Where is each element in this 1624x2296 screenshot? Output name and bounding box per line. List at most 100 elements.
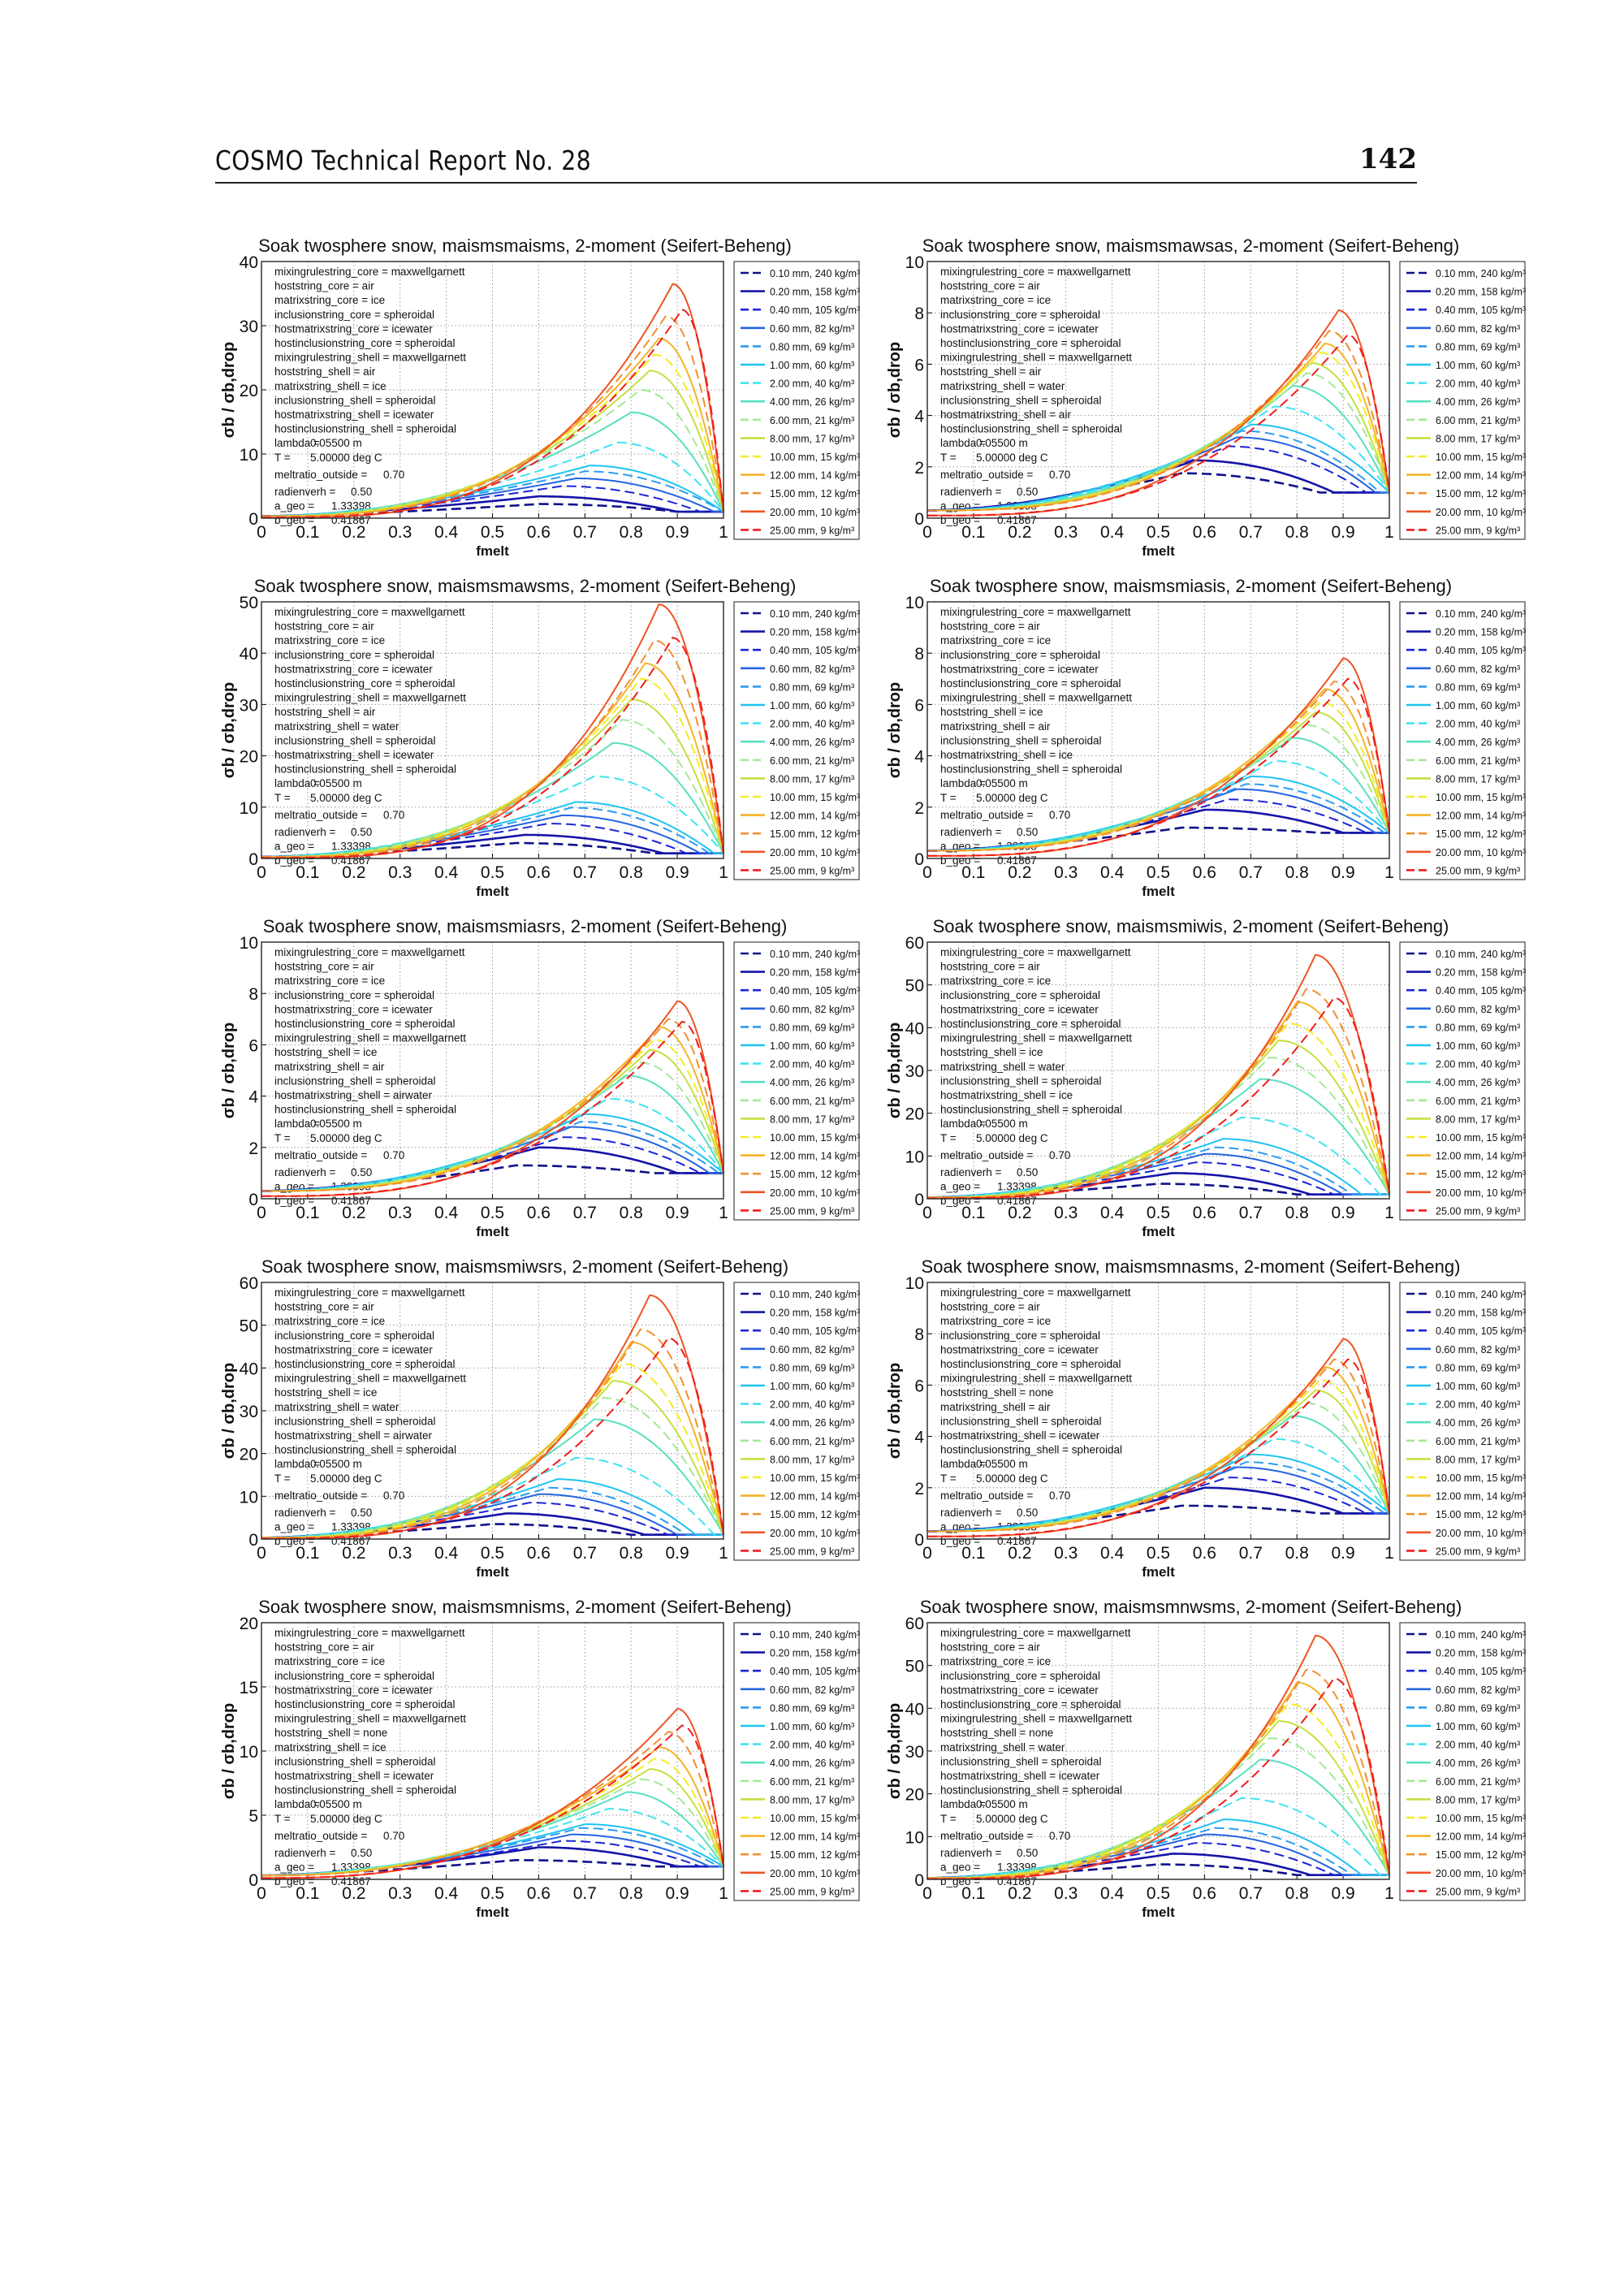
- annotation-key: T =: [274, 452, 291, 464]
- legend-label: 0.20 mm, 158 kg/m³: [1436, 967, 1526, 979]
- annotation-key: meltratio_outside =: [940, 809, 1034, 821]
- annotation-line: hoststring_shell = none: [940, 1386, 1053, 1399]
- y-tick-label: 5: [248, 1807, 258, 1826]
- x-tick-label: 0.5: [1147, 1884, 1170, 1903]
- chart-svg: Soak twosphere snow, maismsmnwsms, 2-mom…: [886, 1597, 1526, 1920]
- annotation-line: mixingrulestring_shell = maxwellgarnett: [274, 352, 466, 364]
- annotation-value: 0.70: [1049, 469, 1070, 481]
- annotation-line: hostinclusionstring_shell = spheroidal: [274, 1784, 456, 1797]
- x-tick-label: 0.9: [1331, 523, 1354, 542]
- chart-title: Soak twosphere snow, maismsmawsms, 2-mom…: [254, 576, 797, 596]
- legend-label: 25.00 mm, 9 kg/m³: [770, 1886, 854, 1897]
- annotation-value: 5.00000 deg C: [976, 792, 1048, 804]
- y-tick-label: 20: [240, 382, 258, 400]
- x-tick-label: 0.2: [1008, 523, 1031, 542]
- annotation-line: hoststring_shell = air: [940, 365, 1042, 378]
- annotation-line: hostinclusionstring_core = spheroidal: [274, 677, 456, 690]
- x-tick-label: 1: [1384, 1204, 1394, 1222]
- series-line: [927, 997, 1390, 1200]
- chart-svg: Soak twosphere snow, maismsmaisms, 2-mom…: [220, 236, 860, 559]
- annotation-line: matrixstring_shell = water: [274, 1401, 400, 1413]
- annotation-line: inclusionstring_core = spheroidal: [274, 309, 434, 321]
- annotation-value: 5.00000 deg C: [310, 452, 382, 464]
- chart-panel: Soak twosphere snow, maismsmiasis, 2-mom…: [877, 576, 1543, 917]
- legend-label: 25.00 mm, 9 kg/m³: [1436, 1546, 1520, 1557]
- legend-label: 2.00 mm, 40 kg/m³: [1436, 1399, 1520, 1411]
- annotation-line: inclusionstring_shell = spheroidal: [940, 1074, 1102, 1087]
- legend-label: 2.00 mm, 40 kg/m³: [770, 1399, 854, 1411]
- y-tick-label: 4: [914, 1429, 924, 1447]
- x-tick-label: 0.1: [961, 1544, 985, 1563]
- legend-label: 15.00 mm, 12 kg/m³: [770, 828, 860, 840]
- legend-label: 0.80 mm, 69 kg/m³: [1436, 681, 1520, 693]
- x-tick-label: 0.9: [665, 1544, 689, 1563]
- x-axis-label: fmelt: [476, 1224, 509, 1239]
- annotation-line: hoststring_shell = ice: [940, 1046, 1043, 1058]
- annotation-line: hostinclusionstring_core = spheroidal: [940, 677, 1121, 690]
- parameter-annotation: mixingrulestring_core = maxwellgarnett ho…: [940, 266, 1132, 526]
- annotation-line: mixingrulestring_core = maxwellgarnett: [274, 946, 465, 958]
- annotation-line: hostmatrixstring_shell = icewater: [940, 1429, 1100, 1442]
- legend-label: 0.80 mm, 69 kg/m³: [770, 1022, 854, 1033]
- legend-label: 8.00 mm, 17 kg/m³: [770, 433, 854, 444]
- x-tick-label: 0.2: [342, 523, 365, 542]
- x-tick-label: 0.9: [665, 863, 689, 882]
- legend-label: 0.40 mm, 105 kg/m³: [770, 305, 860, 316]
- y-tick-label: 10: [905, 253, 924, 272]
- x-tick-label: 0.7: [1239, 863, 1263, 882]
- annotation-line: hoststring_core = air: [274, 620, 374, 633]
- annotation-value: 1.33398: [331, 499, 371, 512]
- legend: 0.10 mm, 240 kg/m³ 0.20 mm, 158 kg/m³ 0.40…: [733, 1622, 860, 1901]
- legend-label: 0.40 mm, 105 kg/m³: [770, 1666, 860, 1677]
- plot-frame: [261, 261, 724, 519]
- series-line: [927, 330, 1390, 512]
- y-tick-label: 10: [240, 446, 258, 465]
- annotation-key: T =: [274, 792, 291, 804]
- plot-frame: [926, 601, 1390, 859]
- x-tick-label: 0.2: [1008, 1544, 1031, 1563]
- annotation-value: 0.50: [351, 1507, 372, 1519]
- annotation-key: radienverh =: [940, 826, 1002, 838]
- x-tick-label: 0.6: [527, 523, 551, 542]
- x-tick-label: 0: [257, 863, 266, 882]
- annotation-value: 0.05500 m: [310, 437, 362, 449]
- x-tick-label: 0.1: [961, 1204, 985, 1222]
- annotation-key: a_geo =: [940, 1180, 980, 1192]
- annotation-line: mixingrulestring_shell = maxwellgarnett: [274, 1032, 466, 1044]
- chart-title: Soak twosphere snow, maismsmnisms, 2-mom…: [258, 1597, 792, 1617]
- x-tick-label: 0.8: [620, 1884, 643, 1903]
- legend-label: 25.00 mm, 9 kg/m³: [770, 865, 854, 876]
- annotation-line: hostinclusionstring_core = spheroidal: [274, 1358, 456, 1370]
- annotation-line: hoststring_core = air: [940, 1301, 1040, 1313]
- x-tick-label: 0.2: [342, 863, 365, 882]
- legend-label: 0.10 mm, 240 kg/m³: [770, 608, 860, 620]
- x-tick-label: 0: [922, 1884, 932, 1903]
- chart-panel: Soak twosphere snow, maismsmnwsms, 2-mom…: [877, 1597, 1543, 1938]
- annotation-line: matrixstring_core = ice: [940, 975, 1051, 987]
- legend-label: 8.00 mm, 17 kg/m³: [770, 1794, 854, 1805]
- y-tick-label: 50: [905, 1658, 924, 1676]
- x-axis-label: fmelt: [1142, 1224, 1175, 1239]
- legend-label: 0.80 mm, 69 kg/m³: [770, 1702, 854, 1714]
- annotation-line: mixingrulestring_core = maxwellgarnett: [940, 606, 1131, 618]
- x-tick-label: 0: [257, 523, 266, 542]
- parameter-annotation: mixingrulestring_core = maxwellgarnett ho…: [274, 1627, 466, 1887]
- x-tick-label: 0.4: [1100, 1204, 1125, 1222]
- y-tick-label: 2: [914, 459, 924, 478]
- legend: 0.10 mm, 240 kg/m³ 0.20 mm, 158 kg/m³ 0.40…: [733, 601, 860, 880]
- legend-label: 4.00 mm, 26 kg/m³: [770, 1417, 854, 1429]
- y-tick-label: 30: [905, 1062, 924, 1081]
- series-line: [261, 637, 724, 859]
- annotation-key: T =: [274, 1472, 291, 1485]
- x-tick-label: 0.2: [342, 1884, 365, 1903]
- legend-label: 0.60 mm, 82 kg/m³: [770, 1684, 854, 1696]
- legend-label: 0.20 mm, 158 kg/m³: [1436, 1308, 1526, 1319]
- y-tick-label: 10: [905, 1828, 924, 1847]
- annotation-line: matrixstring_shell = air: [940, 1401, 1051, 1413]
- annotation-line: hostinclusionstring_shell = spheroidal: [940, 1784, 1122, 1797]
- legend-label: 12.00 mm, 14 kg/m³: [1436, 1831, 1526, 1843]
- annotation-line: matrixstring_shell = water: [940, 380, 1065, 392]
- annotation-value: 0.70: [383, 469, 404, 481]
- annotation-value: 0.70: [1049, 809, 1070, 821]
- x-axis-label: fmelt: [476, 543, 509, 559]
